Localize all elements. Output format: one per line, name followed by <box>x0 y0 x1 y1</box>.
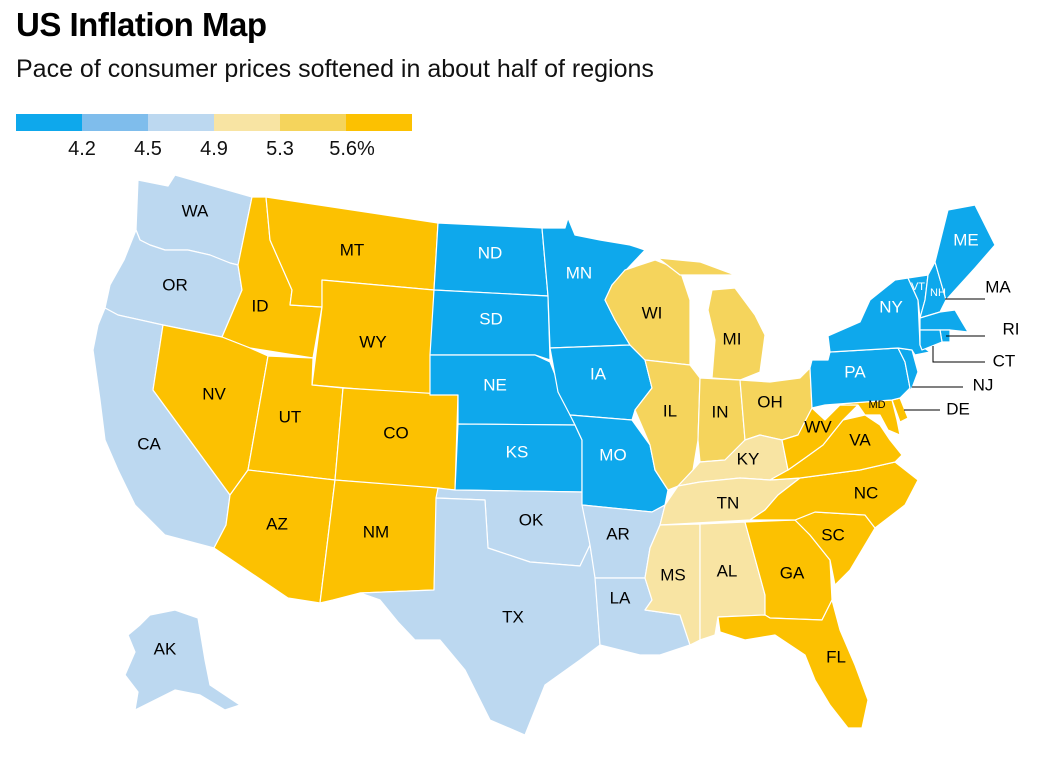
legend-swatch-6 <box>346 114 412 131</box>
label-or: OR <box>162 275 188 294</box>
label-mt: MT <box>340 240 365 259</box>
label-al: AL <box>717 561 738 580</box>
state-fl[interactable] <box>717 599 869 729</box>
legend-swatch-1 <box>16 114 82 131</box>
label-mi: MI <box>723 329 742 348</box>
label-nm: NM <box>363 522 389 541</box>
label-co: CO <box>383 423 409 442</box>
state-me[interactable] <box>934 204 996 301</box>
label-wv: WV <box>804 417 832 436</box>
map-title: US Inflation Map <box>16 6 267 43</box>
label-pa: PA <box>844 362 866 381</box>
label-ar: AR <box>606 524 630 543</box>
legend-swatch-5 <box>280 114 346 131</box>
label-tx: TX <box>502 607 524 626</box>
label-tn: TN <box>717 493 740 512</box>
label-wa: WA <box>182 201 209 220</box>
label-ak: AK <box>154 639 177 658</box>
state-pa[interactable] <box>809 347 911 409</box>
label-il: IL <box>663 401 677 420</box>
label-nh: NH <box>930 287 946 299</box>
label-ia: IA <box>590 364 607 383</box>
label-sc: SC <box>821 525 845 544</box>
label-ga: GA <box>780 563 805 582</box>
label-me: ME <box>953 230 979 249</box>
label-ut: UT <box>279 407 302 426</box>
label-vt: VT <box>911 281 925 293</box>
label-sd: SD <box>479 309 503 328</box>
label-leader-lines <box>904 298 985 411</box>
label-la: LA <box>610 588 631 607</box>
label-id: ID <box>252 296 269 315</box>
state-nm[interactable] <box>319 479 439 604</box>
legend-break-2: 4.5 <box>134 138 162 160</box>
label-wi: WI <box>642 303 663 322</box>
label-in: IN <box>712 402 729 421</box>
label-ne: NE <box>483 375 507 394</box>
label-md: MD <box>868 399 885 411</box>
label-mo: MO <box>599 445 626 464</box>
label-ct: CT <box>993 351 1016 370</box>
label-ms: MS <box>660 565 686 584</box>
state-ct[interactable] <box>919 329 943 351</box>
legend-swatch-2 <box>82 114 148 131</box>
legend-swatch-3 <box>148 114 214 131</box>
legend-break-4: 5.3 <box>266 138 294 160</box>
state-ak[interactable] <box>124 609 241 711</box>
label-az: AZ <box>266 514 288 533</box>
label-nj: NJ <box>973 375 994 394</box>
label-mn: MN <box>566 263 592 282</box>
legend-break-1: 4.2 <box>68 138 96 160</box>
state-md[interactable] <box>824 399 901 436</box>
label-fl: FL <box>826 647 846 666</box>
label-va: VA <box>849 430 871 449</box>
label-nd: ND <box>478 243 503 262</box>
label-de: DE <box>946 399 970 418</box>
legend-break-3: 4.9 <box>200 138 228 160</box>
label-oh: OH <box>757 392 783 411</box>
color-legend: 4.2 4.5 4.9 5.3 5.6% <box>16 114 412 174</box>
map-subtitle: Pace of consumer prices softened in abou… <box>16 55 654 83</box>
label-ks: KS <box>506 442 529 461</box>
label-nc: NC <box>854 483 879 502</box>
legend-break-5: 5.6% <box>329 138 375 160</box>
label-ky: KY <box>737 449 760 468</box>
label-ny: NY <box>879 297 903 316</box>
state-mi[interactable] <box>657 257 766 381</box>
state-nj[interactable] <box>897 347 919 396</box>
state-tx[interactable] <box>359 497 601 736</box>
legend-swatch-4 <box>214 114 280 131</box>
label-nv: NV <box>202 384 226 403</box>
label-ok: OK <box>519 510 544 529</box>
leader-ct <box>932 346 985 363</box>
label-ri: RI <box>1003 319 1020 338</box>
state-sd[interactable] <box>429 289 551 361</box>
label-wy: WY <box>359 332 386 351</box>
label-ma: MA <box>985 277 1011 296</box>
label-ca: CA <box>137 434 161 453</box>
state-il[interactable] <box>634 359 701 491</box>
